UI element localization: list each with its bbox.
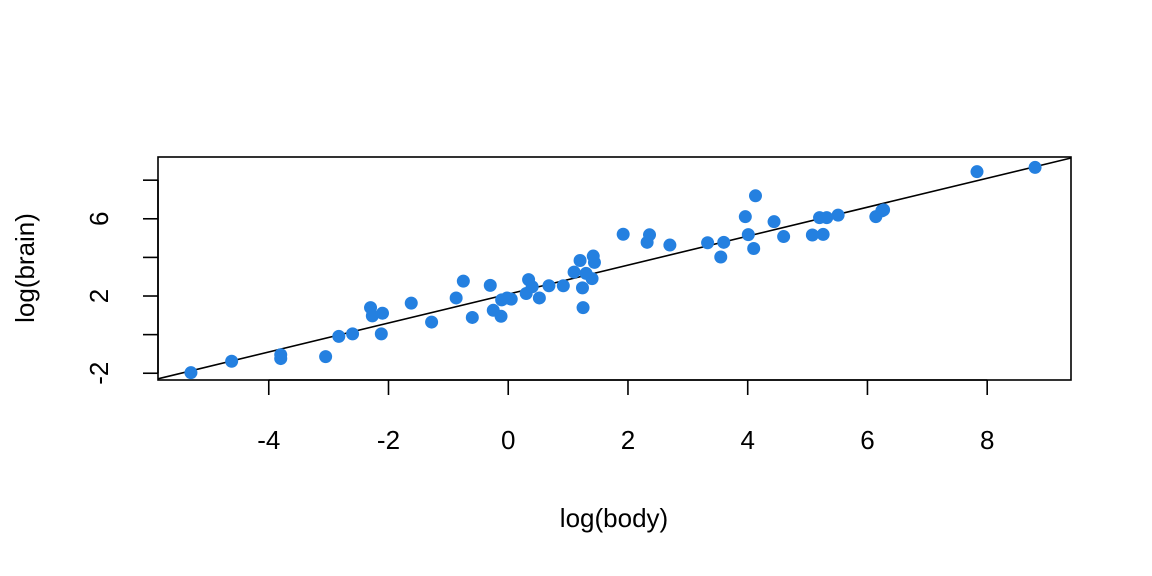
data-point bbox=[701, 236, 715, 250]
data-point bbox=[184, 366, 198, 380]
data-point bbox=[376, 306, 390, 320]
data-point bbox=[767, 215, 781, 229]
x-tick-label: 4 bbox=[740, 425, 754, 455]
data-point bbox=[542, 279, 556, 293]
data-point bbox=[274, 352, 288, 366]
data-point bbox=[587, 255, 601, 269]
data-point bbox=[374, 327, 388, 341]
data-point bbox=[747, 242, 761, 256]
x-tick-label: -2 bbox=[377, 425, 400, 455]
data-point bbox=[573, 253, 587, 267]
data-point bbox=[738, 210, 752, 224]
data-point bbox=[425, 315, 439, 329]
data-point bbox=[820, 211, 834, 225]
data-point bbox=[805, 228, 819, 242]
data-point bbox=[365, 309, 379, 323]
data-point bbox=[714, 250, 728, 264]
data-point bbox=[494, 309, 508, 323]
data-point bbox=[532, 291, 546, 305]
data-point bbox=[465, 310, 479, 324]
data-point bbox=[1028, 160, 1042, 174]
data-point bbox=[404, 296, 418, 310]
data-point bbox=[970, 165, 984, 179]
data-point bbox=[483, 278, 497, 292]
data-point bbox=[225, 354, 239, 368]
data-point bbox=[777, 230, 791, 244]
data-point bbox=[346, 327, 360, 341]
y-axis-title: log(brain) bbox=[10, 213, 40, 323]
x-tick-label: 8 bbox=[980, 425, 994, 455]
data-point bbox=[585, 272, 599, 286]
data-point bbox=[741, 228, 755, 242]
data-point bbox=[663, 238, 677, 252]
data-point bbox=[525, 280, 539, 294]
x-tick-label: 6 bbox=[860, 425, 874, 455]
data-point bbox=[831, 208, 845, 222]
data-points bbox=[184, 160, 1042, 380]
x-axis-title: log(body) bbox=[560, 503, 668, 533]
data-point bbox=[748, 189, 762, 203]
x-tick-label: 2 bbox=[621, 425, 635, 455]
data-point bbox=[567, 265, 581, 279]
y-axis: -2 2 6 bbox=[84, 179, 159, 385]
data-point bbox=[576, 301, 590, 315]
data-point bbox=[877, 203, 891, 217]
data-point bbox=[556, 279, 570, 293]
data-point bbox=[504, 292, 518, 306]
x-tick-label: 0 bbox=[501, 425, 515, 455]
data-point bbox=[456, 274, 470, 288]
y-tick-label: 6 bbox=[84, 212, 114, 226]
regression-line bbox=[157, 157, 1072, 380]
data-point bbox=[643, 228, 657, 242]
data-point bbox=[332, 329, 346, 343]
x-axis: -4 -2 0 2 4 6 8 bbox=[257, 379, 994, 455]
y-tick-label: 2 bbox=[84, 289, 114, 303]
data-point bbox=[319, 350, 333, 364]
data-point bbox=[575, 281, 589, 295]
data-point bbox=[616, 227, 630, 241]
data-point bbox=[449, 291, 463, 305]
y-tick-label: -2 bbox=[84, 362, 114, 385]
x-tick-label: -4 bbox=[257, 425, 280, 455]
data-point bbox=[717, 235, 731, 249]
data-point bbox=[816, 227, 830, 241]
